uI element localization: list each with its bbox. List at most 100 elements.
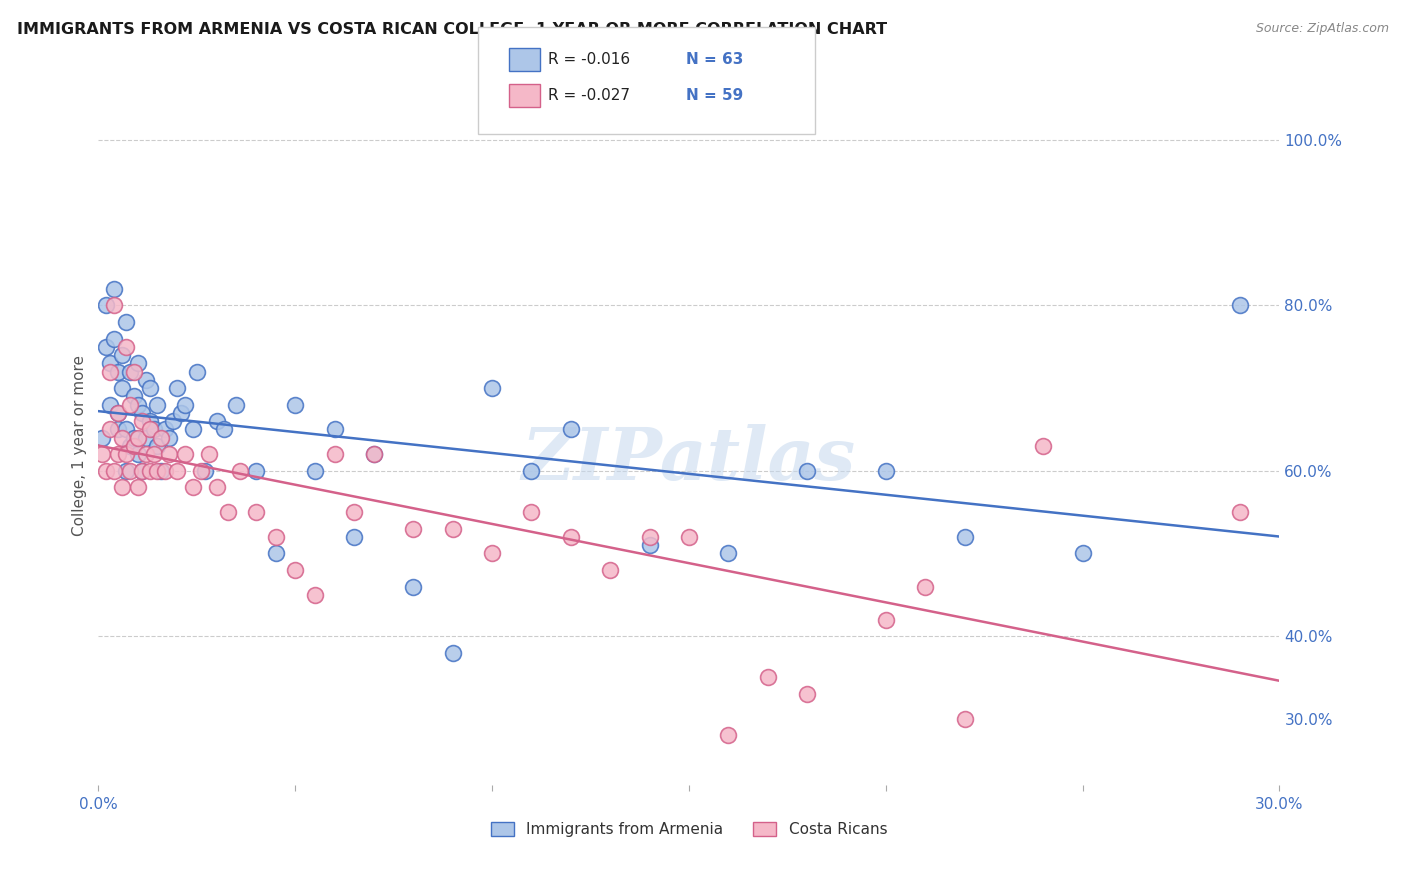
Point	[323, 447, 346, 461]
Point	[107, 365, 129, 379]
Y-axis label: College, 1 year or more: College, 1 year or more	[72, 356, 87, 536]
Point	[118, 439, 141, 453]
Point	[214, 422, 236, 436]
Point	[131, 464, 153, 478]
Point	[157, 447, 180, 461]
Point	[98, 398, 121, 412]
Point	[91, 431, 114, 445]
Point	[103, 332, 125, 346]
Point	[756, 671, 779, 685]
Point	[142, 422, 165, 436]
Point	[363, 447, 385, 461]
Point	[115, 422, 138, 436]
Point	[135, 373, 157, 387]
Text: N = 63: N = 63	[686, 53, 744, 67]
Point	[264, 546, 287, 560]
Point	[135, 431, 157, 445]
Point	[118, 398, 141, 412]
Point	[284, 398, 307, 412]
Point	[914, 580, 936, 594]
Text: R = -0.027: R = -0.027	[548, 88, 630, 103]
Point	[98, 356, 121, 370]
Legend: Immigrants from Armenia, Costa Ricans: Immigrants from Armenia, Costa Ricans	[484, 814, 894, 845]
Point	[96, 340, 118, 354]
Point	[520, 464, 543, 478]
Point	[138, 381, 160, 395]
Point	[107, 422, 129, 436]
Point	[194, 464, 217, 478]
Point	[118, 464, 141, 478]
Point	[115, 340, 138, 354]
Point	[138, 422, 160, 436]
Point	[181, 480, 204, 494]
Point	[107, 447, 129, 461]
Point	[323, 422, 346, 436]
Point	[441, 522, 464, 536]
Point	[127, 356, 149, 370]
Point	[96, 298, 118, 312]
Point	[131, 406, 153, 420]
Point	[343, 505, 366, 519]
Point	[127, 398, 149, 412]
Point	[127, 480, 149, 494]
Point	[138, 414, 160, 428]
Point	[481, 546, 503, 560]
Point	[402, 522, 425, 536]
Point	[98, 365, 121, 379]
Point	[678, 530, 700, 544]
Text: ZIPatlas: ZIPatlas	[522, 424, 856, 495]
Point	[197, 447, 219, 461]
Point	[127, 431, 149, 445]
Point	[217, 505, 239, 519]
Point	[115, 447, 138, 461]
Point	[122, 431, 145, 445]
Point	[170, 406, 193, 420]
Point	[181, 422, 204, 436]
Point	[107, 406, 129, 420]
Point	[953, 530, 976, 544]
Point	[560, 530, 582, 544]
Point	[111, 431, 134, 445]
Point	[1071, 546, 1094, 560]
Point	[103, 464, 125, 478]
Point	[111, 381, 134, 395]
Point	[127, 447, 149, 461]
Point	[135, 447, 157, 461]
Point	[225, 398, 247, 412]
Point	[98, 422, 121, 436]
Point	[205, 480, 228, 494]
Point	[205, 414, 228, 428]
Point	[96, 464, 118, 478]
Point	[150, 431, 173, 445]
Text: IMMIGRANTS FROM ARMENIA VS COSTA RICAN COLLEGE, 1 YEAR OR MORE CORRELATION CHART: IMMIGRANTS FROM ARMENIA VS COSTA RICAN C…	[17, 22, 887, 37]
Point	[131, 414, 153, 428]
Point	[146, 464, 169, 478]
Point	[343, 530, 366, 544]
Point	[186, 365, 208, 379]
Point	[115, 464, 138, 478]
Point	[953, 712, 976, 726]
Point	[103, 282, 125, 296]
Point	[146, 439, 169, 453]
Point	[122, 365, 145, 379]
Point	[441, 646, 464, 660]
Point	[245, 505, 267, 519]
Point	[717, 728, 740, 742]
Point	[157, 431, 180, 445]
Point	[796, 687, 818, 701]
Point	[131, 464, 153, 478]
Point	[122, 389, 145, 403]
Point	[150, 464, 173, 478]
Point	[363, 447, 385, 461]
Point	[875, 613, 897, 627]
Text: R = -0.016: R = -0.016	[548, 53, 630, 67]
Point	[717, 546, 740, 560]
Point	[166, 381, 188, 395]
Point	[560, 422, 582, 436]
Point	[245, 464, 267, 478]
Point	[402, 580, 425, 594]
Point	[155, 464, 177, 478]
Point	[162, 414, 184, 428]
Text: Source: ZipAtlas.com: Source: ZipAtlas.com	[1256, 22, 1389, 36]
Point	[155, 422, 177, 436]
